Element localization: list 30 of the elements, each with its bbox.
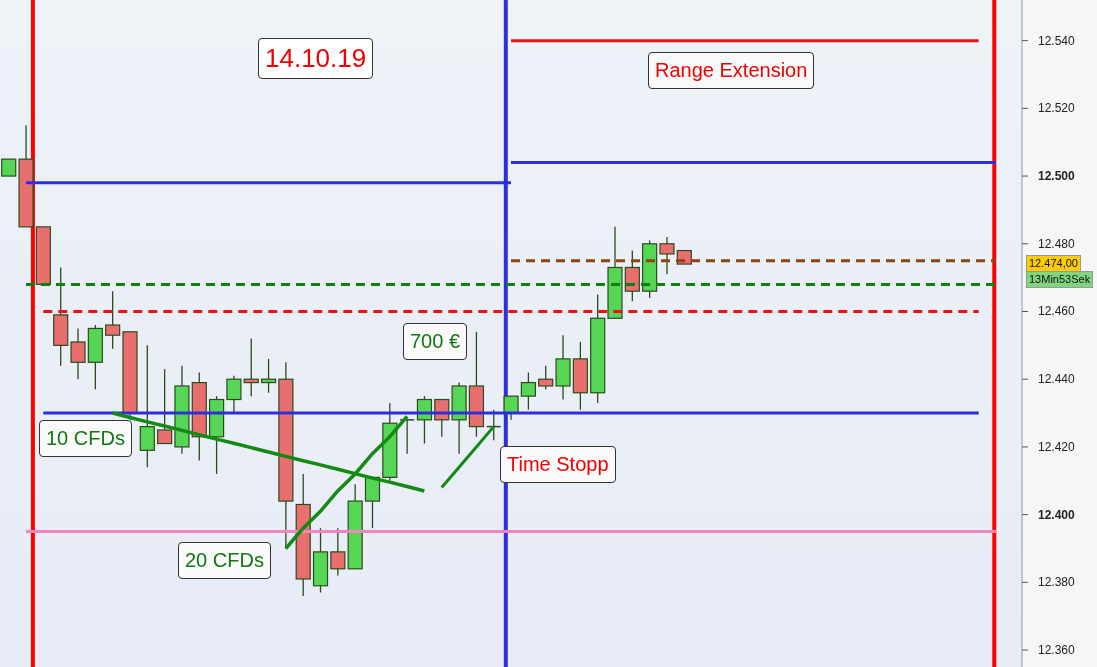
annotation: Range Extension (648, 52, 815, 89)
candlestick (70, 327, 86, 380)
y-tick-label: 12.460 (1038, 304, 1076, 319)
y-tick-label: 12.420 (1038, 439, 1076, 454)
y-tick-label: 12.540 (1038, 33, 1076, 48)
y-tick-label: 12.380 (1038, 575, 1076, 590)
candlestick (538, 365, 554, 391)
y-tick-label: 12.500 (1038, 169, 1076, 184)
candlestick (105, 290, 121, 350)
annotation: 20 CFDs (178, 542, 271, 579)
candlestick (157, 368, 173, 445)
line-series (440, 425, 496, 490)
candlestick (503, 395, 519, 421)
y-tick-label: 12.440 (1038, 372, 1076, 387)
y-tick-label: 12.400 (1038, 507, 1076, 522)
text: 13Min53Sek (1026, 271, 1094, 288)
candlestick (139, 344, 155, 468)
candlestick (659, 236, 675, 275)
candlestick (226, 375, 242, 414)
annotation: 10 CFDs (39, 420, 132, 457)
annotation: 700 € (403, 323, 468, 360)
y-tick-label: 12.480 (1038, 236, 1076, 251)
text: 14.10.19 (258, 38, 374, 79)
y-tick-label: 12.360 (1038, 643, 1076, 658)
y-tick-label: 12.520 (1038, 101, 1076, 116)
candlestick (624, 249, 640, 302)
candlestick (520, 371, 536, 411)
annotation: Time Stopp (500, 446, 616, 483)
candlestick (330, 527, 346, 577)
text: 12.474,00 (1026, 255, 1081, 272)
